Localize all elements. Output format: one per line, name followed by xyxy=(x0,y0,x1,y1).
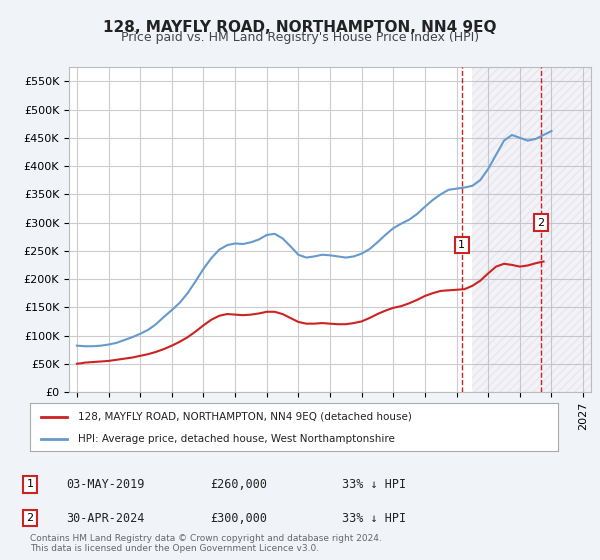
Text: 30-APR-2024: 30-APR-2024 xyxy=(66,511,145,525)
Text: Contains HM Land Registry data © Crown copyright and database right 2024.
This d: Contains HM Land Registry data © Crown c… xyxy=(30,534,382,553)
Text: £300,000: £300,000 xyxy=(210,511,267,525)
Text: Price paid vs. HM Land Registry's House Price Index (HPI): Price paid vs. HM Land Registry's House … xyxy=(121,31,479,44)
Text: 33% ↓ HPI: 33% ↓ HPI xyxy=(342,511,406,525)
Text: 128, MAYFLY ROAD, NORTHAMPTON, NN4 9EQ (detached house): 128, MAYFLY ROAD, NORTHAMPTON, NN4 9EQ (… xyxy=(77,412,412,422)
Text: 33% ↓ HPI: 33% ↓ HPI xyxy=(342,478,406,491)
Text: 1: 1 xyxy=(458,240,465,250)
Text: 2: 2 xyxy=(26,513,34,523)
Text: 1: 1 xyxy=(26,479,34,489)
Bar xyxy=(472,67,591,392)
Text: 128, MAYFLY ROAD, NORTHAMPTON, NN4 9EQ: 128, MAYFLY ROAD, NORTHAMPTON, NN4 9EQ xyxy=(103,20,497,35)
Text: 03-MAY-2019: 03-MAY-2019 xyxy=(66,478,145,491)
Text: HPI: Average price, detached house, West Northamptonshire: HPI: Average price, detached house, West… xyxy=(77,434,394,444)
Text: £260,000: £260,000 xyxy=(210,478,267,491)
Text: 2: 2 xyxy=(537,217,544,227)
